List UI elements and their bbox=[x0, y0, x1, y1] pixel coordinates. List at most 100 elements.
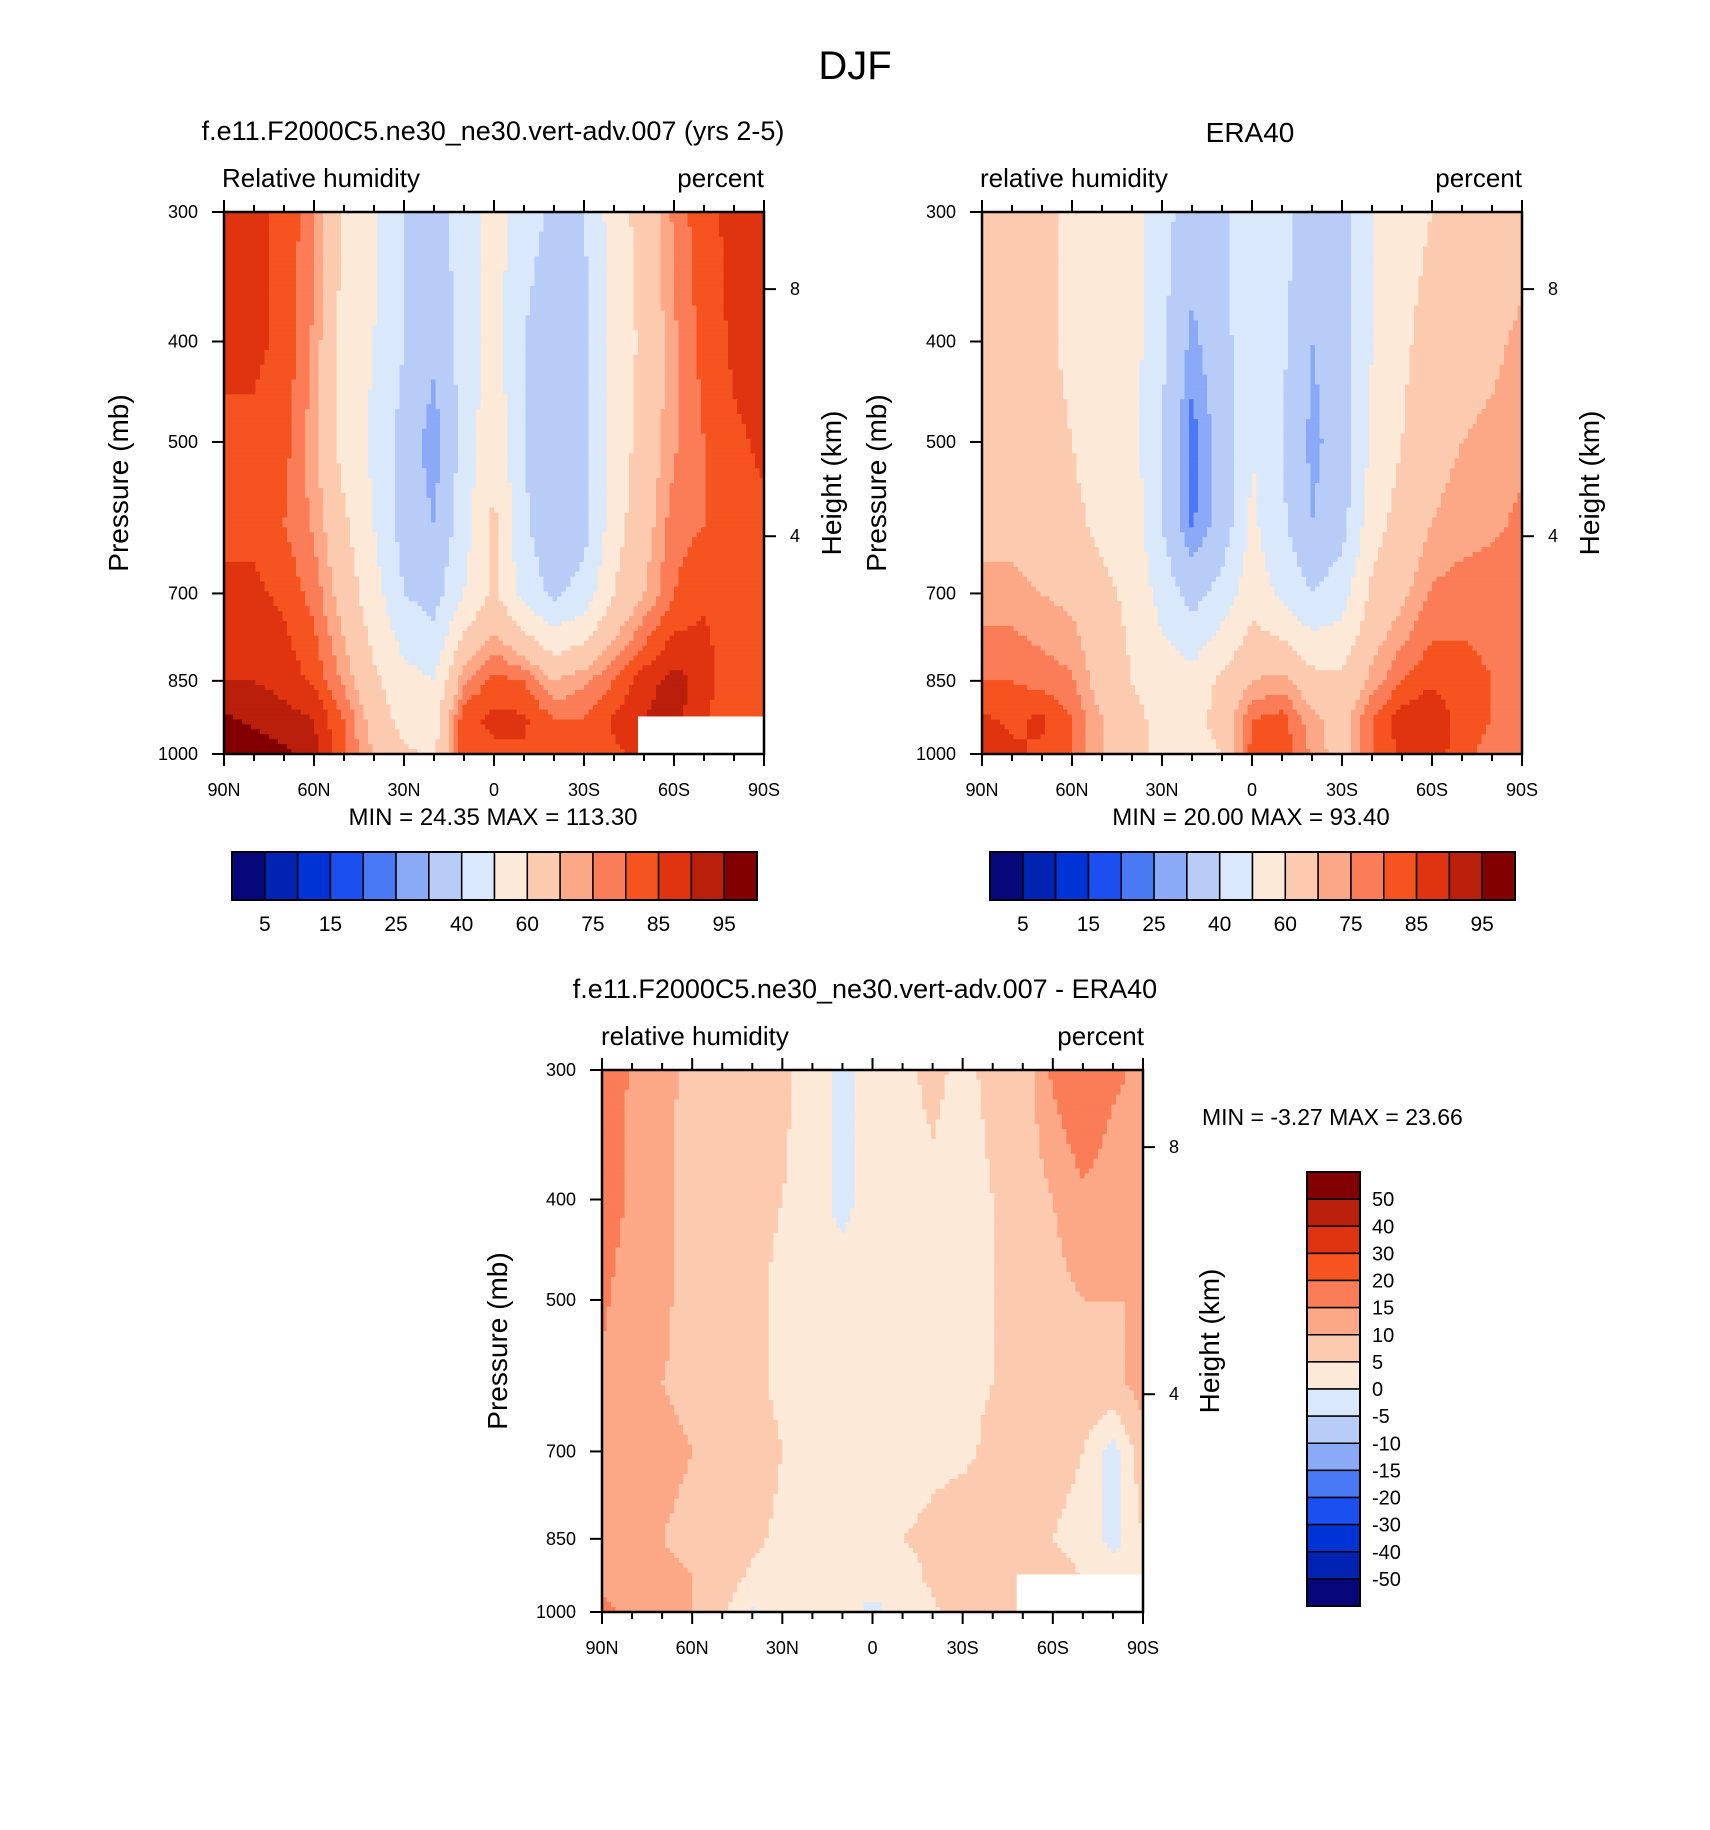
contour-cell bbox=[548, 231, 554, 238]
contour-cell bbox=[242, 315, 248, 321]
contour-cell bbox=[629, 315, 635, 321]
contour-cell bbox=[611, 399, 617, 405]
contour-cell bbox=[408, 246, 414, 253]
contour-cell bbox=[372, 266, 378, 272]
contour-cell bbox=[233, 310, 239, 317]
contour-cell bbox=[759, 231, 765, 238]
contour-cell bbox=[521, 379, 527, 386]
contour-cell bbox=[498, 251, 504, 257]
contour-cell bbox=[593, 364, 599, 371]
contour-cell bbox=[485, 315, 491, 321]
contour-cell bbox=[498, 379, 504, 386]
contour-cell bbox=[485, 345, 491, 351]
contour-cell bbox=[503, 226, 509, 233]
contour-cell bbox=[534, 266, 540, 272]
contour-cell bbox=[332, 212, 338, 218]
contour-cell bbox=[534, 335, 540, 341]
contour-cell bbox=[701, 330, 707, 336]
contour-cell bbox=[489, 216, 495, 223]
contour-cell bbox=[363, 310, 369, 317]
contour-cell bbox=[323, 212, 329, 218]
contour-cell bbox=[543, 414, 549, 420]
contour-cell bbox=[485, 389, 491, 395]
contour-cell bbox=[705, 236, 711, 243]
contour-cell bbox=[687, 315, 693, 321]
contour-cell bbox=[269, 305, 275, 312]
contour-cell bbox=[350, 280, 356, 287]
contour-cell bbox=[719, 256, 725, 262]
contour-cell bbox=[746, 285, 752, 292]
contour-cell bbox=[759, 280, 765, 287]
contour-cell bbox=[701, 340, 707, 346]
contour-cell bbox=[368, 251, 374, 257]
contour-cell bbox=[728, 256, 734, 262]
contour-cell bbox=[309, 374, 315, 381]
contour-cell bbox=[647, 320, 653, 326]
contour-cell bbox=[453, 414, 459, 420]
contour-cell bbox=[336, 335, 342, 341]
contour-cell bbox=[426, 330, 432, 336]
contour-cell bbox=[246, 266, 252, 272]
contour-cell bbox=[629, 256, 635, 262]
contour-cell bbox=[273, 212, 279, 218]
contour-cell bbox=[440, 271, 446, 277]
contour-cell bbox=[372, 340, 378, 346]
contour-cell bbox=[440, 241, 446, 248]
contour-cell bbox=[588, 325, 594, 331]
contour-cell bbox=[660, 266, 666, 272]
contour-cell bbox=[413, 359, 419, 366]
contour-cell bbox=[579, 325, 585, 331]
contour-cell bbox=[296, 261, 302, 267]
contour-cell bbox=[440, 256, 446, 262]
contour-cell bbox=[309, 271, 315, 277]
contour-cell bbox=[719, 389, 725, 395]
contour-cell bbox=[489, 251, 495, 257]
contour-cell bbox=[530, 389, 536, 395]
contour-cell bbox=[750, 409, 756, 415]
contour-cell bbox=[611, 271, 617, 277]
contour-cell bbox=[719, 340, 725, 346]
contour-cell bbox=[737, 409, 743, 415]
contour-cell bbox=[552, 290, 558, 297]
contour-cell bbox=[386, 305, 392, 312]
contour-cell bbox=[359, 409, 365, 415]
contour-cell bbox=[683, 369, 689, 376]
contour-cell bbox=[233, 325, 239, 331]
contour-cell bbox=[350, 399, 356, 405]
contour-cell bbox=[759, 374, 765, 381]
contour-cell bbox=[260, 404, 266, 410]
contour-cell bbox=[471, 394, 477, 400]
contour-cell bbox=[444, 399, 450, 405]
contour-cell bbox=[575, 280, 581, 287]
panel-model: f.e11.F2000C5.ne30_ne30.vert-adv.007 (yr… bbox=[103, 116, 847, 936]
contour-cell bbox=[620, 315, 626, 321]
contour-cell bbox=[656, 310, 662, 317]
contour-cell bbox=[345, 226, 351, 233]
contour-cell bbox=[674, 295, 680, 302]
contour-cell bbox=[291, 330, 297, 336]
contour-cell bbox=[422, 246, 428, 253]
contour-cell bbox=[458, 414, 464, 420]
contour-cell bbox=[381, 409, 387, 415]
contour-cell bbox=[552, 409, 558, 415]
contour-cell bbox=[453, 364, 459, 371]
contour-cell bbox=[534, 295, 540, 302]
contour-cell bbox=[476, 345, 482, 351]
contour-cell bbox=[759, 384, 765, 390]
contour-cell bbox=[395, 216, 401, 223]
contour-cell bbox=[426, 231, 432, 238]
contour-cell bbox=[719, 404, 725, 410]
contour-cell bbox=[467, 414, 473, 420]
contour-cell bbox=[705, 354, 711, 361]
contour-cell bbox=[413, 231, 419, 238]
contour-cell bbox=[579, 266, 585, 272]
contour-cell bbox=[260, 374, 266, 381]
contour-cell bbox=[584, 305, 590, 312]
contour-cell bbox=[584, 300, 590, 307]
contour-cell bbox=[323, 409, 329, 415]
contour-cell bbox=[557, 216, 563, 223]
contour-cell bbox=[237, 364, 243, 371]
contour-cell bbox=[300, 241, 306, 248]
contour-cell bbox=[296, 246, 302, 253]
contour-cell bbox=[336, 276, 342, 282]
